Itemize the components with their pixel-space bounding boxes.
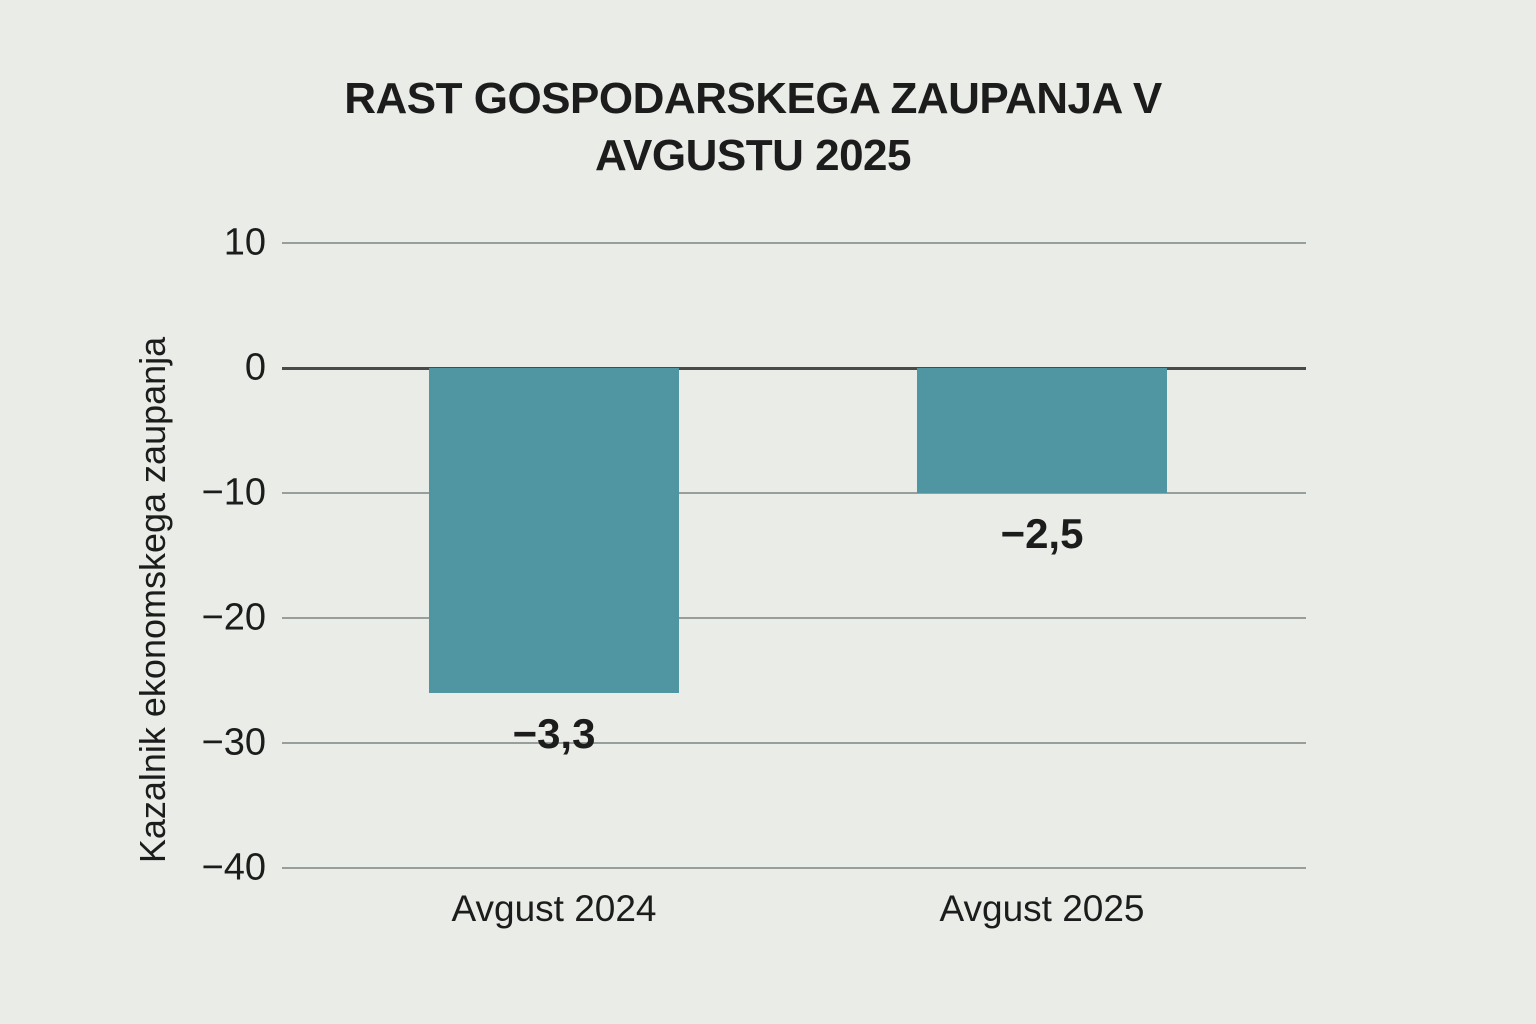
y-tick-label: 0 bbox=[244, 346, 266, 389]
gridline bbox=[282, 617, 1306, 619]
bar bbox=[429, 368, 679, 693]
gridline bbox=[282, 242, 1306, 244]
y-tick-label: −30 bbox=[201, 721, 266, 764]
y-tick-label: −40 bbox=[201, 846, 266, 889]
x-tick-label: Avgust 2024 bbox=[451, 888, 657, 929]
y-tick-label: −10 bbox=[201, 471, 266, 514]
y-tick-label: −20 bbox=[201, 596, 266, 639]
zero-gridline bbox=[282, 366, 1306, 370]
y-tick-label: 10 bbox=[223, 221, 266, 264]
bar-value-label: −3,3 bbox=[512, 710, 596, 757]
x-tick-label: Avgust 2025 bbox=[939, 888, 1145, 929]
bar bbox=[917, 368, 1167, 493]
gridline bbox=[282, 867, 1306, 869]
gridline bbox=[282, 742, 1306, 744]
gridline bbox=[282, 492, 1306, 494]
chart-title: RAST GOSPODARSKEGA ZAUPANJA V AVGUSTU 20… bbox=[344, 74, 1162, 181]
bar-value-label: −2,5 bbox=[1000, 510, 1084, 557]
